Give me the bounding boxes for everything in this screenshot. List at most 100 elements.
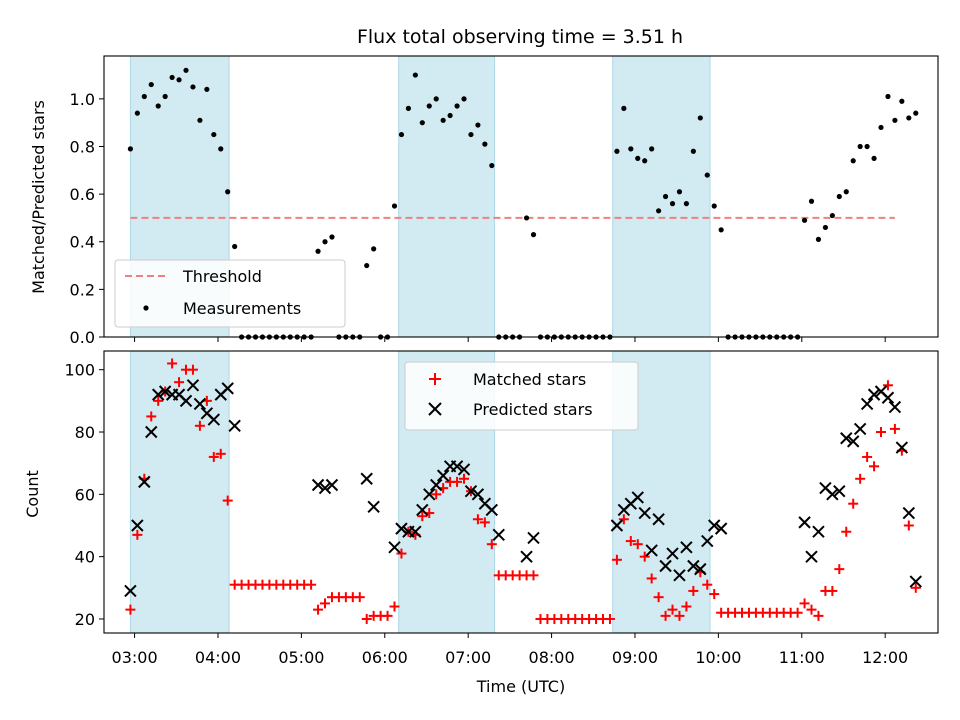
predicted-star-point xyxy=(860,397,874,411)
matched-star-point xyxy=(125,604,136,615)
measurement-point xyxy=(718,227,724,233)
top-axes-frame xyxy=(103,55,939,338)
predicted-star-point xyxy=(812,525,825,538)
top-y-axis-label: Matched/Predicted stars xyxy=(29,100,48,294)
measurement-point xyxy=(204,86,210,92)
predicted-star-point xyxy=(708,519,721,532)
measurement-point xyxy=(656,208,662,214)
predicted-star-point xyxy=(888,400,902,414)
matched-star-point xyxy=(187,364,198,375)
matched-star-point xyxy=(848,498,859,509)
y-tick-label: 100 xyxy=(64,361,95,380)
predicted-star-point xyxy=(680,541,693,554)
predicted-star-point xyxy=(221,382,234,395)
predicted-star-point xyxy=(694,562,707,576)
matched-star-point xyxy=(834,564,845,575)
y-tick-label: 1.0 xyxy=(70,90,95,109)
top-y-ticks: 0.0 0.2 0.4 0.6 0.8 1.0 xyxy=(70,90,104,347)
predicted-star-point xyxy=(423,488,436,501)
measurement-point xyxy=(815,236,822,242)
predicted-star-point xyxy=(847,435,860,448)
matched-star-point xyxy=(799,598,810,609)
matched-star-point xyxy=(354,592,365,603)
predicted-star-point xyxy=(124,584,137,598)
measurement-point xyxy=(801,217,808,223)
predicted-star-point xyxy=(895,441,909,454)
measurement-point xyxy=(704,172,710,178)
matched-star-point xyxy=(876,427,887,438)
measurement-point xyxy=(141,93,147,100)
predicted-star-point xyxy=(805,550,818,563)
matched-star-point xyxy=(417,511,428,522)
matched-star-point xyxy=(320,598,331,609)
predicted-star-point xyxy=(638,506,651,520)
measurement-point xyxy=(426,103,432,109)
matched-star-point xyxy=(855,473,866,484)
y-tick-label: 0.4 xyxy=(70,233,95,252)
measurement-point xyxy=(419,120,425,126)
measurement-point xyxy=(176,77,182,83)
x-axis-label: Time (UTC) xyxy=(476,677,565,696)
matched-star-point xyxy=(132,529,143,540)
predicted-star-point xyxy=(131,519,144,532)
measurement-point xyxy=(398,131,405,138)
predicted-star-point xyxy=(659,559,672,573)
legend-predicted-swatch xyxy=(428,402,442,416)
measurement-point xyxy=(628,146,634,152)
bottom-panel: 20 40 60 80 100 03:00 04:00 05:00 06:00 07:00 08:… xyxy=(23,350,939,696)
matched-star-point xyxy=(889,423,900,434)
measurement-point xyxy=(197,117,203,123)
predicted-star-point xyxy=(145,425,158,439)
measurement-point xyxy=(489,162,495,169)
top-x-ticks xyxy=(134,337,886,342)
measurement-point xyxy=(322,239,328,245)
y-tick-label: 0.8 xyxy=(70,137,95,156)
matched-star-point xyxy=(459,473,470,484)
measurement-point xyxy=(127,146,134,152)
matched-star-point xyxy=(194,420,205,431)
measurement-point xyxy=(808,198,815,204)
predicted-star-point xyxy=(138,475,151,489)
predicted-star-point xyxy=(645,544,658,557)
y-tick-label: 0.6 xyxy=(70,185,95,204)
measurement-point xyxy=(829,212,835,219)
predicted-star-point xyxy=(179,394,193,408)
predicted-star-point xyxy=(409,525,422,538)
measurement-point xyxy=(669,201,676,207)
measurement-point xyxy=(454,103,460,109)
measurement-point xyxy=(162,93,168,100)
measurement-point xyxy=(899,98,905,104)
predicted-star-point xyxy=(673,569,686,582)
measurement-point xyxy=(405,105,412,111)
matched-star-point xyxy=(153,395,164,406)
predicted-star-point xyxy=(325,478,339,492)
matched-star-point xyxy=(208,451,219,462)
measurement-point xyxy=(690,148,696,154)
predicted-star-point xyxy=(457,463,471,476)
measurement-point xyxy=(461,96,467,102)
matched-star-point xyxy=(389,601,400,612)
matched-star-point xyxy=(146,411,157,422)
measurement-point xyxy=(711,203,717,209)
x-tick-label: 08:00 xyxy=(529,648,575,667)
measurement-point xyxy=(232,243,238,250)
measurement-point xyxy=(391,203,398,209)
predicted-star-point xyxy=(666,547,679,560)
y-tick-label: 20 xyxy=(75,610,95,629)
predicted-star-point xyxy=(826,488,839,501)
matched-star-point xyxy=(653,592,664,603)
measurement-point xyxy=(878,124,884,131)
matched-star-point xyxy=(611,554,622,565)
top-legend-box xyxy=(114,259,346,328)
shaded-interval-3 xyxy=(612,55,711,338)
measurement-point xyxy=(885,93,891,100)
predicted-star-point xyxy=(318,481,332,495)
legend-matched-swatch xyxy=(429,373,441,385)
matched-star-point xyxy=(660,610,671,621)
top-legend: Threshold Measurements xyxy=(114,259,346,328)
matched-star-point xyxy=(674,610,685,621)
matched-star-point xyxy=(792,607,803,618)
bottom-legend-box xyxy=(404,361,639,431)
predicted-star-point xyxy=(867,388,881,401)
measurement-point xyxy=(530,232,537,238)
